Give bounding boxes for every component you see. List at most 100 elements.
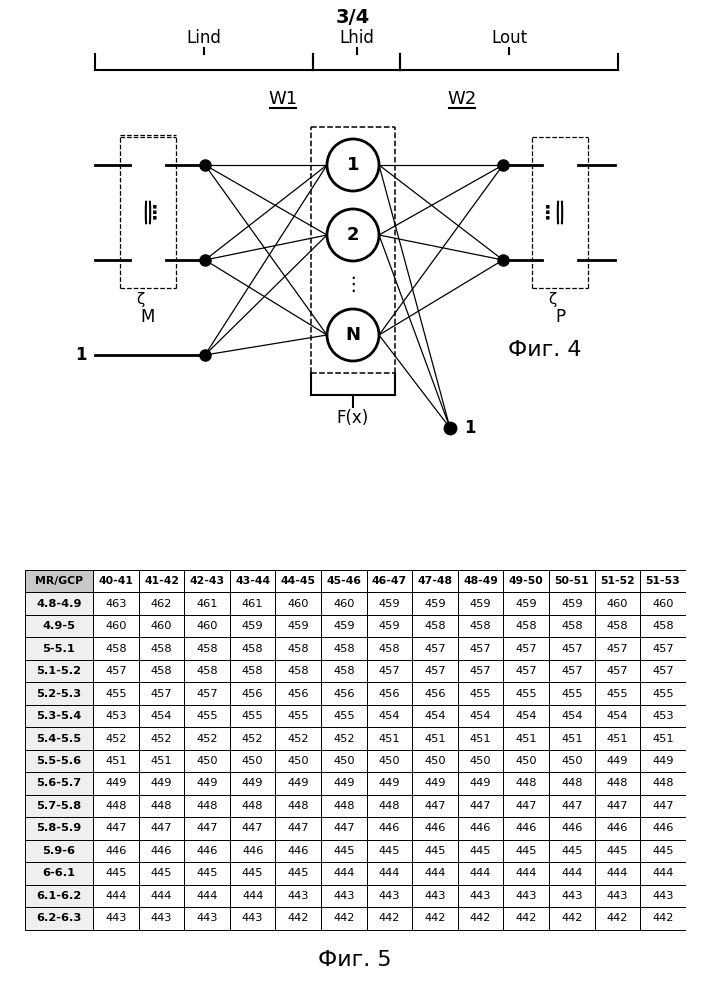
- Bar: [139, 660, 185, 682]
- Bar: [25, 727, 93, 750]
- Bar: [641, 637, 686, 660]
- Bar: [230, 682, 276, 705]
- Text: 2: 2: [346, 226, 359, 244]
- Bar: [230, 615, 276, 637]
- Text: 449: 449: [242, 778, 264, 788]
- Text: 459: 459: [242, 621, 264, 631]
- Text: 443: 443: [288, 891, 309, 901]
- Text: 444: 444: [105, 891, 127, 901]
- Text: 445: 445: [242, 868, 264, 878]
- Bar: [549, 682, 595, 705]
- Text: 445: 445: [653, 846, 674, 856]
- Bar: [93, 705, 139, 727]
- Bar: [139, 885, 185, 907]
- Text: 51-53: 51-53: [645, 576, 680, 586]
- Bar: [549, 885, 595, 907]
- Bar: [595, 772, 641, 795]
- Text: 450: 450: [242, 756, 264, 766]
- Bar: [549, 637, 595, 660]
- Bar: [93, 907, 139, 930]
- Text: 442: 442: [515, 913, 537, 923]
- Bar: [276, 592, 321, 615]
- Text: 459: 459: [333, 621, 355, 631]
- Text: 455: 455: [470, 689, 491, 699]
- Text: 446: 446: [607, 823, 628, 833]
- Text: 5.8-5.9: 5.8-5.9: [36, 823, 81, 833]
- Bar: [230, 637, 276, 660]
- Text: 452: 452: [242, 734, 264, 744]
- Bar: [185, 840, 230, 862]
- Bar: [230, 840, 276, 862]
- Bar: [139, 615, 185, 637]
- Text: 453: 453: [652, 711, 674, 721]
- Text: 442: 442: [333, 913, 354, 923]
- Text: 447: 447: [333, 823, 355, 833]
- Text: 447: 447: [653, 801, 674, 811]
- Text: 457: 457: [105, 666, 127, 676]
- Text: 455: 455: [652, 689, 674, 699]
- Bar: [276, 885, 321, 907]
- Bar: [185, 705, 230, 727]
- Bar: [139, 907, 185, 930]
- Text: 459: 459: [379, 599, 400, 609]
- Bar: [321, 817, 367, 840]
- Bar: [25, 862, 93, 885]
- Circle shape: [327, 309, 379, 361]
- Text: 446: 446: [242, 846, 264, 856]
- Text: 454: 454: [424, 711, 446, 721]
- Bar: [185, 907, 230, 930]
- Text: 446: 446: [379, 823, 400, 833]
- Text: 451: 451: [652, 734, 674, 744]
- Bar: [595, 840, 641, 862]
- Bar: [25, 750, 93, 772]
- Text: 445: 445: [561, 846, 583, 856]
- Bar: [139, 750, 185, 772]
- Bar: [276, 907, 321, 930]
- Text: 45-46: 45-46: [327, 576, 361, 586]
- Bar: [276, 637, 321, 660]
- Text: 442: 442: [424, 913, 445, 923]
- Bar: [412, 885, 458, 907]
- Bar: [139, 592, 185, 615]
- Text: W1: W1: [269, 90, 298, 108]
- Text: 455: 455: [333, 711, 355, 721]
- Text: 444: 444: [242, 891, 264, 901]
- Bar: [185, 885, 230, 907]
- Text: 455: 455: [197, 711, 218, 721]
- Text: 457: 457: [379, 666, 400, 676]
- Bar: [458, 817, 503, 840]
- Text: 445: 445: [197, 868, 218, 878]
- Text: 447: 447: [607, 801, 628, 811]
- Text: 457: 457: [607, 666, 629, 676]
- Bar: [412, 862, 458, 885]
- Bar: [25, 660, 93, 682]
- Text: 444: 444: [151, 891, 173, 901]
- Text: 458: 458: [424, 621, 446, 631]
- Text: ζ: ζ: [136, 292, 144, 307]
- Text: 457: 457: [470, 644, 491, 654]
- Bar: [321, 885, 367, 907]
- Bar: [25, 840, 93, 862]
- Bar: [549, 727, 595, 750]
- Text: 459: 459: [515, 599, 537, 609]
- Text: 457: 457: [424, 666, 446, 676]
- Text: N: N: [346, 326, 361, 344]
- Bar: [458, 772, 503, 795]
- Bar: [412, 772, 458, 795]
- Bar: [595, 907, 641, 930]
- Text: 442: 442: [379, 913, 400, 923]
- Text: 457: 457: [197, 689, 218, 699]
- Bar: [503, 885, 549, 907]
- Bar: [25, 885, 93, 907]
- Bar: [185, 772, 230, 795]
- Bar: [185, 795, 230, 817]
- Text: 443: 443: [105, 913, 127, 923]
- Bar: [412, 592, 458, 615]
- Text: 458: 458: [652, 621, 674, 631]
- Bar: [503, 615, 549, 637]
- Bar: [503, 817, 549, 840]
- Text: 444: 444: [561, 868, 583, 878]
- Bar: [321, 727, 367, 750]
- Bar: [595, 862, 641, 885]
- Bar: [367, 795, 412, 817]
